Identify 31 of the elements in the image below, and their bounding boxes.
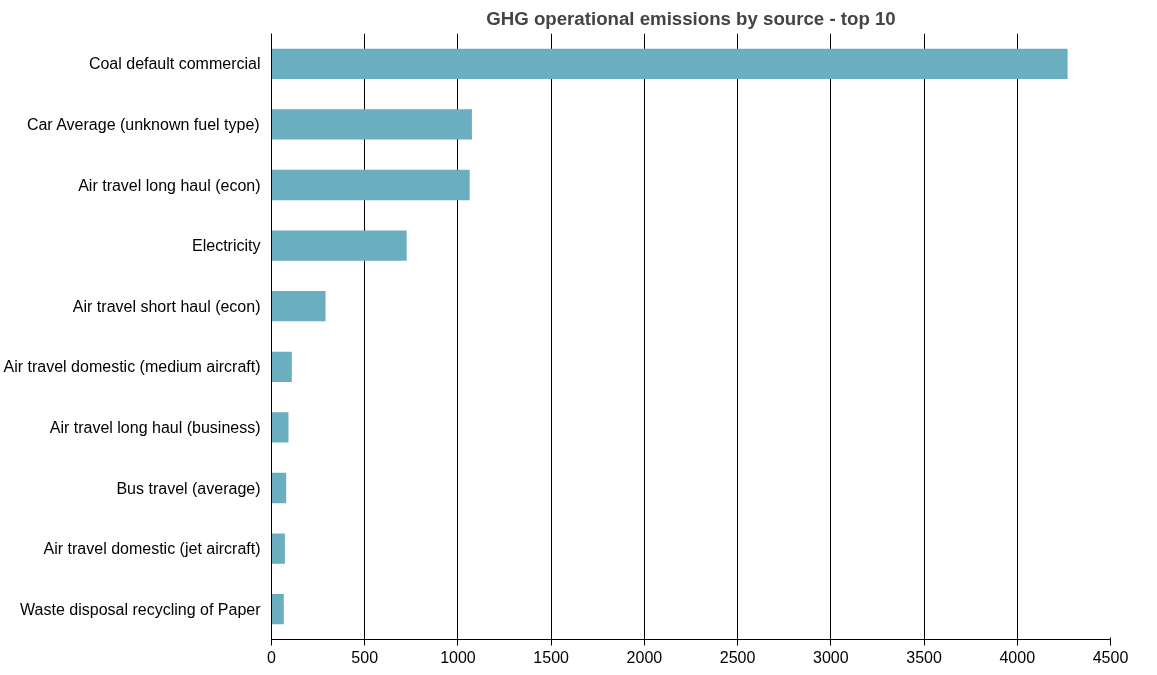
bar <box>271 412 289 443</box>
y-tick-label: Air travel long haul (econ) <box>78 176 261 194</box>
chart-title: GHG operational emissions by source - top 10 <box>486 7 896 29</box>
bar <box>271 594 284 625</box>
bar <box>271 291 326 322</box>
y-tick-label: Waste disposal recycling of Paper <box>20 600 262 618</box>
y-tick-label: Coal default commercial <box>88 55 261 73</box>
x-tick-label: 4000 <box>999 648 1036 666</box>
bar <box>271 351 292 382</box>
y-tick-label: Air travel domestic (jet aircraft) <box>43 540 261 558</box>
bar <box>271 109 472 140</box>
x-tick-label: 2500 <box>719 648 756 666</box>
y-tick-label: Air travel long haul (business) <box>49 418 261 436</box>
y-tick-label: Electricity <box>192 237 261 255</box>
y-tick-label: Air travel domestic (medium aircraft) <box>3 358 261 376</box>
y-tick-label: Air travel short haul (econ) <box>72 297 261 315</box>
bar <box>271 169 470 201</box>
bar <box>271 533 285 564</box>
bar <box>271 472 287 504</box>
y-tick-label: Bus travel (average) <box>116 479 261 497</box>
bar <box>271 230 407 261</box>
x-tick-label: 2000 <box>626 648 663 666</box>
x-tick-label: 3000 <box>813 648 849 666</box>
x-tick-label: 0 <box>267 648 277 666</box>
bar <box>271 48 1068 79</box>
x-tick-label: 1000 <box>440 648 476 666</box>
x-tick-label: 4500 <box>1092 648 1129 666</box>
x-tick-label: 1500 <box>533 648 570 666</box>
x-tick-label: 500 <box>351 648 379 666</box>
x-tick-label: 3500 <box>906 648 942 666</box>
y-tick-label: Car Average (unknown fuel type) <box>26 115 260 133</box>
